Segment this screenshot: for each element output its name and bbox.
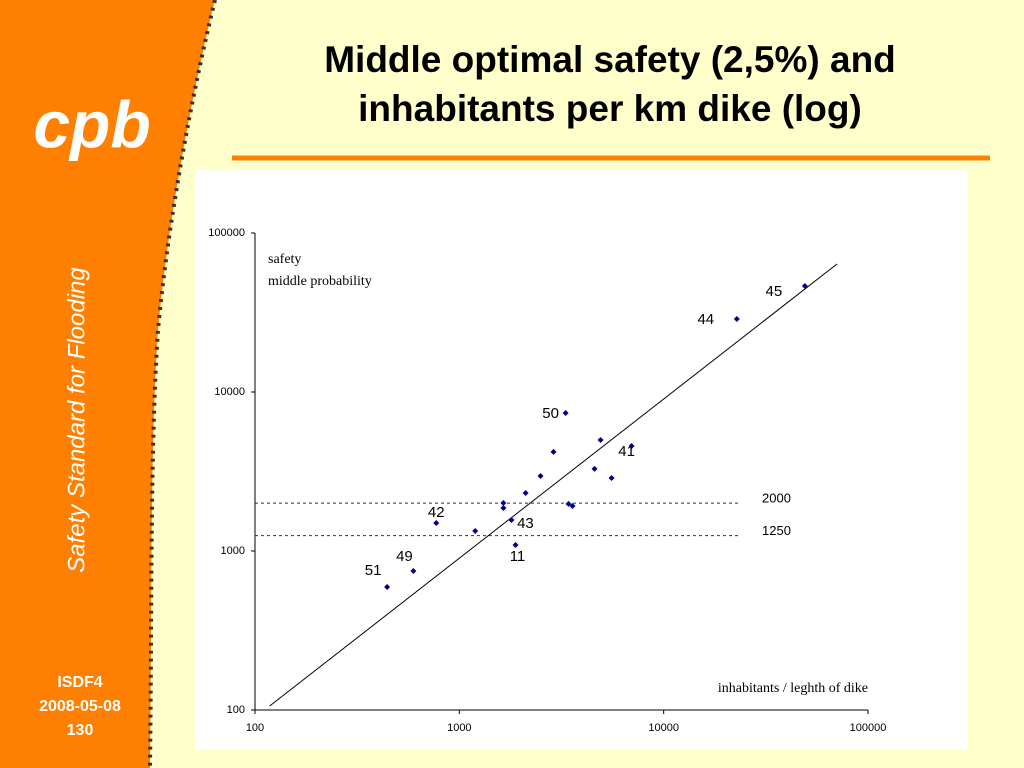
y-tick-label: 1000 bbox=[221, 545, 245, 557]
x-tick-label: 10000 bbox=[648, 722, 679, 734]
footer-line: ISDF4 bbox=[57, 674, 102, 691]
point-label: 51 bbox=[365, 562, 382, 579]
reference-label: 1250 bbox=[762, 523, 791, 538]
y-axis-label: middle probability bbox=[268, 274, 372, 289]
footer-line: 2008-05-08 bbox=[39, 698, 121, 715]
title: inhabitants per km dike (log) bbox=[358, 88, 862, 129]
point bbox=[628, 443, 635, 450]
point bbox=[569, 502, 576, 509]
y-tick-label: 100000 bbox=[208, 227, 245, 239]
point-label: 44 bbox=[697, 311, 714, 328]
point bbox=[733, 316, 740, 323]
point-label: 41 bbox=[618, 443, 635, 460]
y-tick-label: 100 bbox=[227, 704, 245, 716]
x-tick-label: 100 bbox=[246, 722, 264, 734]
point bbox=[562, 409, 569, 416]
trend-line bbox=[269, 263, 838, 707]
point-label: 50 bbox=[542, 405, 559, 422]
point bbox=[522, 490, 529, 497]
x-axis-label: inhabitants / leghth of dike bbox=[718, 681, 868, 696]
y-tick-label: 10000 bbox=[214, 386, 245, 398]
point-label: 45 bbox=[766, 283, 783, 300]
x-tick-label: 100000 bbox=[850, 722, 887, 734]
chart-panel bbox=[195, 170, 968, 750]
point bbox=[550, 448, 557, 455]
point bbox=[565, 500, 572, 507]
footer-line: 130 bbox=[67, 722, 94, 739]
point bbox=[433, 520, 440, 527]
y-axis-label: safety bbox=[268, 252, 301, 267]
sidebar-edge bbox=[148, 0, 217, 768]
point bbox=[384, 583, 391, 590]
point bbox=[472, 527, 479, 534]
logo: cpb bbox=[33, 87, 150, 161]
point bbox=[591, 465, 598, 472]
point-label: 49 bbox=[396, 548, 413, 565]
point bbox=[597, 437, 604, 444]
point bbox=[410, 568, 417, 575]
sidebar bbox=[0, 0, 215, 768]
point-label: 11 bbox=[510, 548, 526, 565]
sidebar-title: Safety Standard for Flooding bbox=[63, 267, 90, 573]
point bbox=[537, 472, 544, 479]
point bbox=[512, 541, 519, 548]
point bbox=[508, 516, 515, 523]
point bbox=[801, 282, 808, 289]
point bbox=[500, 505, 507, 512]
point bbox=[608, 475, 615, 482]
point-label: 42 bbox=[428, 504, 445, 521]
reference-label: 2000 bbox=[762, 491, 791, 506]
x-tick-label: 1000 bbox=[447, 722, 471, 734]
title: Middle optimal safety (2,5%) and bbox=[324, 39, 896, 80]
point bbox=[500, 499, 507, 506]
point-label: 43 bbox=[517, 515, 534, 532]
